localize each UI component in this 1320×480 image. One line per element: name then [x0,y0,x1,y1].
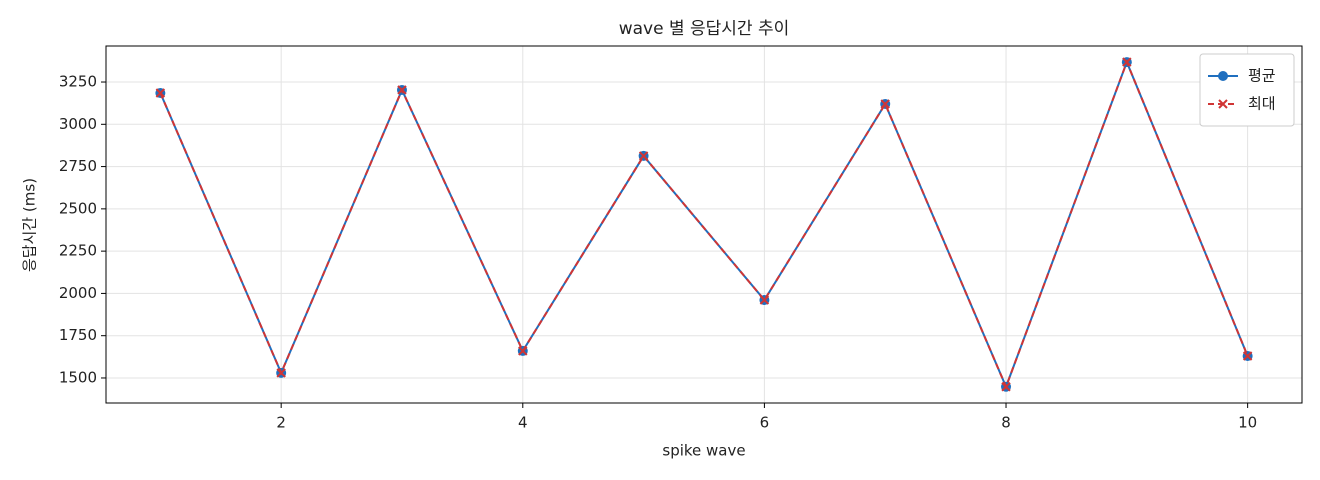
series-line [159,59,1249,390]
legend-label: 최대 [1248,95,1276,113]
y-tick-label: 1500 [59,368,97,386]
y-tick-label: 2750 [59,157,97,175]
x-axis-label: spike wave [662,442,745,460]
marker [518,346,528,356]
marker [880,99,890,109]
x-tick-label: 2 [276,414,286,432]
marker [759,295,770,305]
marker [397,85,407,95]
marker [1218,99,1228,109]
x-tick-label: 6 [760,414,770,432]
x-tick-label: 10 [1238,414,1257,432]
y-tick-label: 3000 [59,115,97,133]
y-tick-label: 2000 [59,284,97,302]
series-line [159,59,1249,390]
y-tick-label: 2250 [59,242,97,260]
x-tick-label: 8 [1001,414,1011,432]
legend-box [1199,53,1295,127]
x-tick-label: 4 [518,414,528,432]
marker [638,151,649,161]
marker [276,368,286,378]
y-tick-label: 3250 [59,73,97,91]
chart-title: wave 별 응답시간 추이 [619,19,790,39]
y-tick-label: 1750 [59,326,97,344]
marker [1218,71,1228,81]
y-axis-label: 응답시간 (ms) [21,178,39,272]
legend-label: 평균 [1248,67,1276,85]
plot-frame [105,45,1303,404]
marker [1122,57,1132,67]
marker [1001,382,1011,392]
y-tick-label: 2500 [59,199,97,217]
marker [155,88,166,98]
marker [1242,351,1253,361]
